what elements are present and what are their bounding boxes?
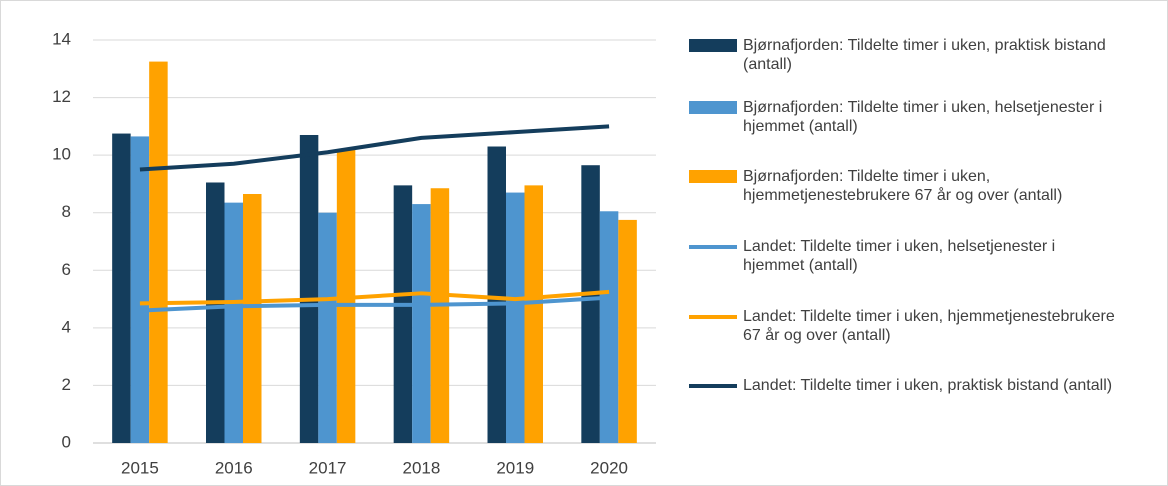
legend-label: Landet: Tildelte timer i uken, helsetjen… (743, 238, 1056, 274)
x-tick-label: 2016 (215, 458, 253, 477)
legend-label: Landet: Tildelte timer i uken, praktisk … (743, 377, 1113, 394)
line (139, 295, 610, 313)
x-tick-label: 2020 (590, 458, 628, 477)
y-tick-label: 6 (62, 260, 71, 279)
legend-item: Landet: Tildelte timer i uken, hjemmetje… (689, 307, 1119, 345)
y-tick-label: 14 (52, 29, 71, 48)
bar (224, 202, 243, 443)
bar (487, 146, 506, 443)
bar (206, 182, 225, 443)
y-tick-label: 10 (52, 145, 71, 164)
legend-label: Landet: Tildelte timer i uken, hjemmetje… (743, 308, 1115, 344)
bar (318, 212, 337, 443)
bar (149, 61, 168, 443)
bar (599, 211, 619, 443)
y-tick-label: 8 (62, 202, 71, 221)
legend-item: Bjørnafjorden: Tildelte timer i uken, he… (689, 98, 1119, 136)
bar (581, 165, 600, 444)
y-tick-label: 0 (62, 432, 71, 451)
bar (618, 219, 637, 443)
x-tick-label: 2015 (121, 458, 159, 477)
y-tick-label: 2 (62, 375, 71, 394)
legend-item: Bjørnafjorden: Tildelte timer i uken, pr… (689, 36, 1119, 74)
legend-item: Landet: Tildelte timer i uken, helsetjen… (689, 237, 1119, 275)
bar (506, 192, 525, 443)
x-tick-label: 2017 (309, 458, 347, 477)
y-tick-label: 4 (62, 317, 71, 336)
legend-item: Landet: Tildelte timer i uken, praktisk … (689, 376, 1119, 395)
bar (412, 204, 431, 443)
bar (430, 188, 450, 443)
legend-swatch (689, 36, 737, 55)
x-tick-label: 2019 (496, 458, 534, 477)
legend-label: Bjørnafjorden: Tildelte timer i uken, hj… (743, 168, 1063, 204)
legend-swatch (689, 167, 737, 186)
legend-label: Bjørnafjorden: Tildelte timer i uken, pr… (743, 37, 1106, 73)
bar (112, 133, 131, 443)
bar (524, 185, 543, 443)
legend-label: Bjørnafjorden: Tildelte timer i uken, he… (743, 99, 1103, 135)
y-tick-label: 12 (52, 87, 71, 106)
bar (243, 194, 262, 443)
legend-swatch (689, 98, 737, 117)
line (139, 124, 610, 172)
x-tick-label: 2018 (403, 458, 441, 477)
bar (130, 136, 150, 444)
legend-swatch (689, 307, 737, 326)
bar (393, 185, 413, 443)
line (139, 289, 610, 306)
bar (299, 134, 319, 443)
legend-swatch (689, 237, 737, 256)
legend-item: Bjørnafjorden: Tildelte timer i uken, hj… (689, 167, 1119, 205)
legend-swatch (689, 376, 737, 395)
